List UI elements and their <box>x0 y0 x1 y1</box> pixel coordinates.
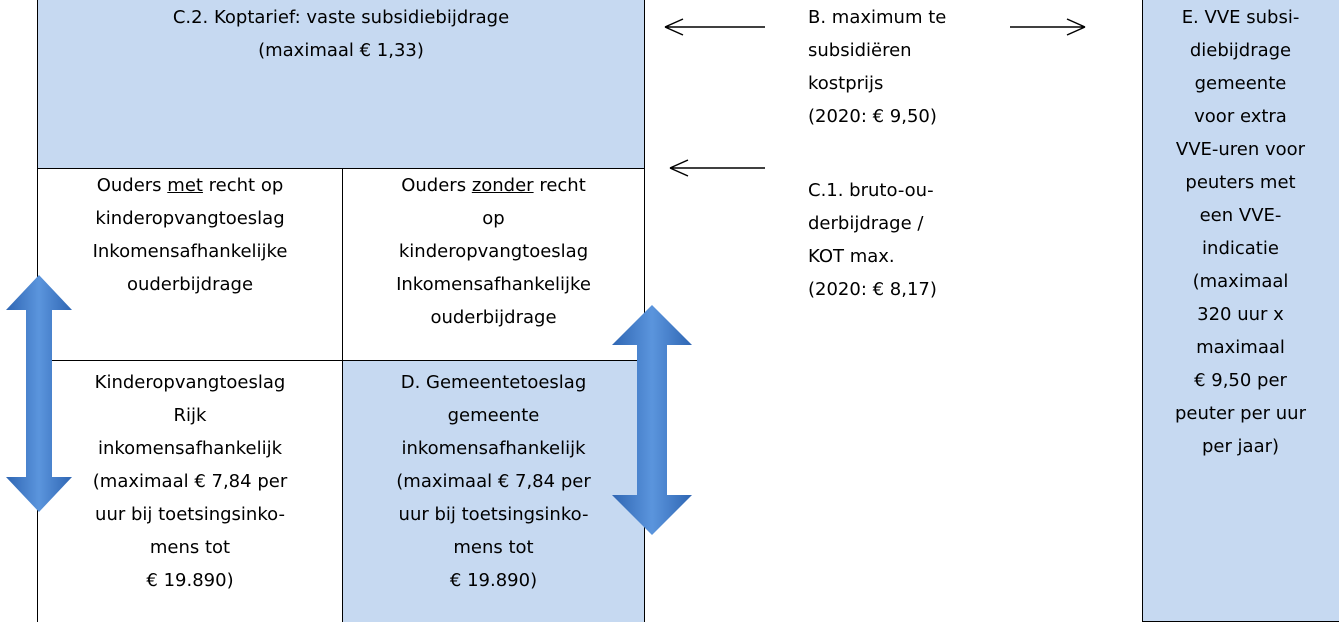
text-line: gemeente <box>1194 73 1287 94</box>
cell-text: Ouders zonder recht op kinderopvangtoeslag… <box>342 169 645 334</box>
text-line: inkomensafhankelijk <box>401 438 586 459</box>
text-line: € 9,50 per <box>1194 370 1287 391</box>
text-line: (maximaal <box>1192 271 1289 292</box>
text-line: op <box>482 208 505 229</box>
text-line: € 19.890) <box>449 570 538 591</box>
text-line: kostprijs <box>808 73 884 94</box>
cell-text: Ouders met recht op kinderopvangtoeslag In… <box>37 169 343 301</box>
text-line: een VVE- <box>1199 205 1282 226</box>
text-part: Ouders <box>401 175 472 196</box>
text-line: ouderbijdrage <box>430 307 557 328</box>
text-part: recht op <box>202 175 284 196</box>
text-part: Ouders <box>96 175 168 196</box>
text-line: per jaar) <box>1201 436 1280 457</box>
text-line: B. maximum te <box>808 7 947 28</box>
text-line: gemeente <box>447 405 540 426</box>
text-line: VVE-uren voor <box>1175 139 1306 160</box>
text-line: (maximaal € 7,84 per <box>396 471 591 492</box>
text-line: kinderopvangtoeslag <box>398 241 589 262</box>
text-line: Rijk <box>173 405 207 426</box>
text-line: voor extra <box>1194 106 1287 127</box>
text-line: D. Gemeentetoeslag <box>400 372 587 393</box>
text-line: C.1. bruto-ou- <box>808 180 934 201</box>
text-line: (2020: € 9,50) <box>808 106 937 127</box>
text-line: E. VVE subsi- <box>1181 7 1300 28</box>
text-line: C.2. Koptarief: vaste subsidiebijdrage <box>172 7 510 28</box>
text-line: uur bij toetsingsinko- <box>398 504 589 525</box>
arrow-left <box>664 18 765 36</box>
text-line: Kinderopvangtoeslag <box>94 372 286 393</box>
cell-text: D. Gemeentetoeslag gemeente inkomensafhank… <box>342 366 645 597</box>
double-arrow <box>6 275 72 512</box>
box-e <box>1142 0 1339 622</box>
text-line: ouderbijdrage <box>126 274 254 295</box>
text-line: Ouders zonder recht <box>342 169 645 202</box>
text-line: kinderopvangtoeslag <box>95 208 285 229</box>
text-line: inkomensafhankelijk <box>97 438 283 459</box>
text-line: 320 uur x <box>1197 304 1284 325</box>
text-line: mens tot <box>149 537 231 558</box>
text-line: € 19.890) <box>146 570 234 591</box>
text-line: (maximaal € 7,84 per <box>92 471 288 492</box>
label-b: B. maximum te subsidiëren kostprijs (2020: … <box>808 1 946 133</box>
arrow-left <box>669 159 765 177</box>
double-arrow <box>612 305 692 535</box>
text-line: (maximaal € 1,33) <box>258 40 424 61</box>
underlined-text: met <box>167 175 203 196</box>
text-line: Ouders met recht op <box>37 169 343 202</box>
text-line: (2020: € 8,17) <box>808 279 937 300</box>
text-line: mens tot <box>453 537 534 558</box>
arrow-right <box>1010 18 1086 36</box>
text-line: diebijdrage <box>1189 40 1292 61</box>
underlined-text: zonder <box>471 175 534 196</box>
cell-text: Kinderopvangtoeslag Rijk inkomensafhankeli… <box>37 366 343 597</box>
text-line: subsidiëren <box>808 40 912 61</box>
text-line: maximaal <box>1196 337 1285 358</box>
text-part: recht <box>533 175 586 196</box>
text-line: indicatie <box>1202 238 1279 259</box>
text-line: Inkomensafhankelijke <box>396 274 591 295</box>
text-line: uur bij toetsingsinko- <box>95 504 285 525</box>
text-line: Inkomensafhankelijke <box>92 241 288 262</box>
text-line: derbijdrage / <box>808 213 924 234</box>
text-line: KOT max. <box>808 246 895 267</box>
top-box <box>37 0 645 169</box>
label-c1: C.1. bruto-ou-derbijdrage / KOT max. (2020… <box>808 174 937 306</box>
text-line: peuters met <box>1185 172 1296 193</box>
top-box-text: C.2. Koptarief: vaste subsidiebijdrage (m… <box>37 1 645 67</box>
text-line: peuter per uur <box>1174 403 1306 424</box>
box-e-text: E. VVE subsi-diebijdrage gemeente voor ext… <box>1142 1 1339 463</box>
